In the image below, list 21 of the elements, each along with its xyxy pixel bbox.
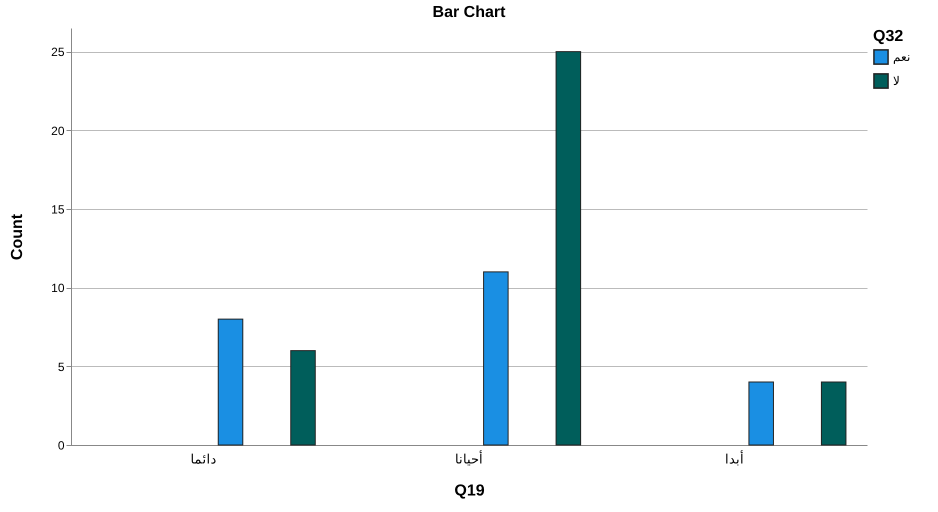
legend-label: نعم — [893, 50, 910, 64]
y-axis-title: Count — [9, 213, 26, 260]
legend-label: لا — [893, 74, 900, 88]
y-tick-label: 5 — [58, 360, 65, 374]
x-tick-label: أحيانا — [455, 450, 483, 466]
bar — [556, 51, 582, 446]
bar — [483, 271, 509, 446]
x-tick-label: دائما — [190, 452, 217, 466]
bar — [218, 318, 244, 446]
bar — [820, 382, 846, 446]
x-tick-label: أبدا — [724, 450, 744, 466]
y-tick-label: 25 — [51, 45, 65, 60]
bar — [290, 350, 316, 446]
y-tick-label: 10 — [51, 281, 65, 296]
y-tick-label: 15 — [51, 202, 65, 216]
x-axis-title: Q19 — [454, 482, 485, 500]
y-tick-label: 20 — [51, 124, 65, 138]
bar — [748, 382, 774, 446]
legend-title: Q32 — [873, 28, 904, 45]
y-tick-label: 0 — [58, 438, 65, 452]
chart-title: Bar Chart — [432, 4, 506, 21]
